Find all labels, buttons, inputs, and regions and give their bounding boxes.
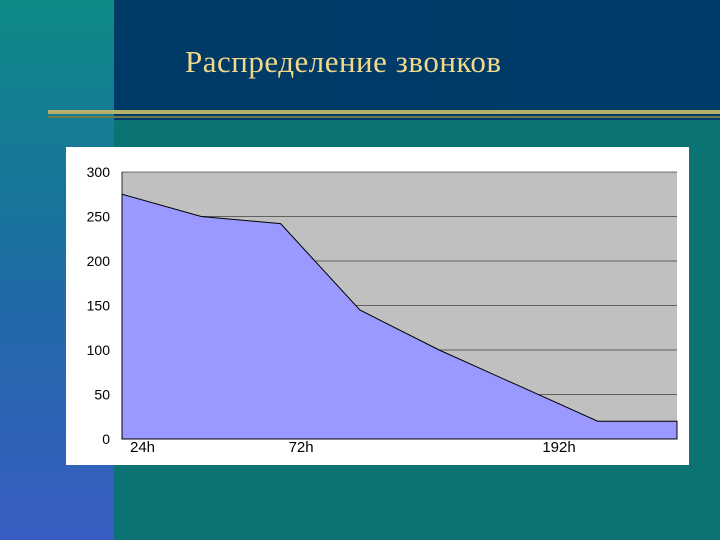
x-tick-label-72h: 72h [289,439,314,456]
slide-title: Распределение звонков [185,44,502,79]
y-tick-label-200: 200 [87,253,111,269]
y-tick-label-100: 100 [87,342,111,358]
top-band [114,0,720,120]
y-tick-label-150: 150 [87,298,111,314]
title-rule [48,110,720,114]
area-chart: 0 50 100 150 200 250 300 24h 72h 192h [87,164,678,456]
y-tick-label-50: 50 [94,387,110,403]
title-rule-shadow [48,116,720,118]
y-tick-label-300: 300 [87,164,111,180]
x-tick-label-24h: 24h [130,439,155,456]
chart-panel: 0 50 100 150 200 250 300 24h 72h 192h [66,147,689,465]
y-tick-label-250: 250 [87,209,111,225]
x-tick-label-192h: 192h [542,439,575,456]
y-tick-label-0: 0 [102,431,110,447]
area-series [121,193,678,440]
